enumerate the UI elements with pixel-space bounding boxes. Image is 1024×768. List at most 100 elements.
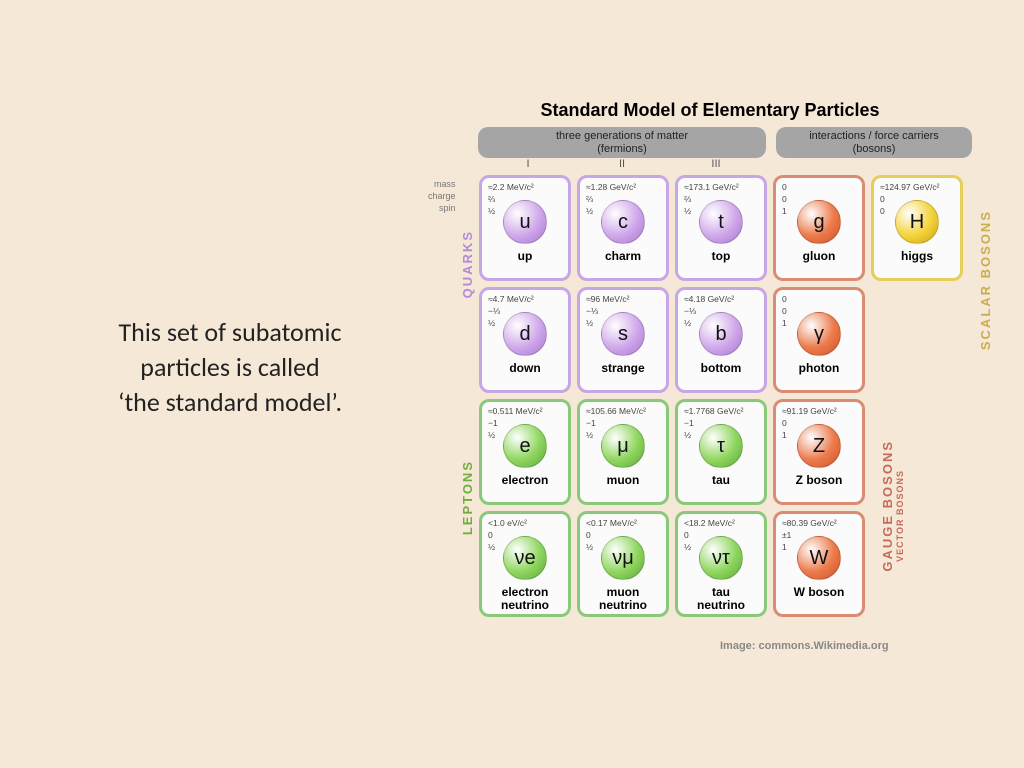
particle-row: ≈0.511 MeV/c²−1½eelectron≈105.66 MeV/c²−…: [476, 396, 990, 508]
particle-symbol: u: [503, 200, 547, 244]
particle-name: Z boson: [796, 474, 843, 487]
particle-mass: ≈1.28 GeV/c²: [586, 182, 662, 192]
particle-mass: ≈4.7 MeV/c²: [488, 294, 564, 304]
particle-mass: ≈4.18 GeV/c²: [684, 294, 760, 304]
particle-symbol: γ: [797, 312, 841, 356]
particle-charge: −1: [684, 418, 694, 428]
particle-mass: ≈91.19 GeV/c²: [782, 406, 858, 416]
particle-symbol: c: [601, 200, 645, 244]
standard-model-chart: Standard Model of Elementary Particles t…: [430, 100, 990, 620]
particle-charge: −1: [488, 418, 498, 428]
particle-charge: 0: [488, 530, 493, 540]
particle-charge: −⅓: [488, 306, 500, 316]
chart-title: Standard Model of Elementary Particles: [430, 100, 990, 121]
label-vector: VECTOR BOSONS: [895, 470, 905, 562]
particle-cell-H: ≈124.97 GeV/c²00Hhiggs: [871, 175, 963, 281]
particle-charge: 0: [684, 530, 689, 540]
particle-mass: ≈105.66 MeV/c²: [586, 406, 662, 416]
particle-symbol: μ: [601, 424, 645, 468]
particle-row: <1.0 eV/c² 0 ½ νe electronneutrino <0.17 MeV/…: [476, 508, 990, 620]
particle-name: W boson: [794, 586, 845, 599]
particle-name: up: [518, 250, 533, 263]
particle-spin: 0: [880, 206, 885, 216]
particle-symbol: g: [797, 200, 841, 244]
particle-name: tau: [712, 474, 730, 487]
particle-cell-vtau: <18.2 MeV/c²0½ντtauneutrino: [675, 511, 767, 617]
particle-charge: −1: [586, 418, 596, 428]
particle-mass: <0.17 MeV/c²: [586, 518, 662, 528]
particle-cell-W: ≈80.39 GeV/c²±11WW boson: [773, 511, 865, 617]
particle-charge: ⅔: [488, 194, 495, 204]
property-labels: mass charge spin: [428, 178, 456, 214]
particle-symbol: W: [797, 536, 841, 580]
particle-cell-t: ≈173.1 GeV/c²⅔½ttop: [675, 175, 767, 281]
header-fermions: three generations of matter (fermions): [478, 127, 766, 158]
particle-charge: 0: [782, 194, 787, 204]
particle-symbol: νe: [503, 536, 547, 580]
particle-symbol: s: [601, 312, 645, 356]
particle-spin: ½: [684, 430, 691, 440]
particle-charge: 0: [880, 194, 885, 204]
particle-cell-tau: ≈1.7768 GeV/c²−1½τtau: [675, 399, 767, 505]
particle-cell-Z: ≈91.19 GeV/c²01ZZ boson: [773, 399, 865, 505]
particle-charge: ⅔: [684, 194, 691, 204]
particle-cell-vmu: <0.17 MeV/c²0½νμmuonneutrino: [577, 511, 669, 617]
particle-cell-c: ≈1.28 GeV/c² ⅔ ½c charm: [577, 175, 669, 281]
particle-name: charm: [605, 250, 641, 263]
particle-mass: <18.2 MeV/c²: [684, 518, 760, 528]
particle-mass: ≈96 MeV/c²: [586, 294, 662, 304]
particle-spin: 1: [782, 542, 787, 552]
particle-cell-e: ≈0.511 MeV/c² −1 ½e electron: [479, 399, 571, 505]
particle-name: strange: [601, 362, 644, 375]
particle-spin: ½: [684, 318, 691, 328]
particle-mass: ≈80.39 GeV/c²: [782, 518, 858, 528]
particle-symbol: τ: [699, 424, 743, 468]
particle-spin: ½: [488, 430, 495, 440]
particle-spin: 1: [782, 206, 787, 216]
particle-mass: ≈173.1 GeV/c²: [684, 182, 760, 192]
generation-row: I II III: [478, 158, 766, 170]
particle-symbol: e: [503, 424, 547, 468]
particle-cell-g: 001ggluon: [773, 175, 865, 281]
particle-spin: ½: [488, 542, 495, 552]
particle-spin: ½: [586, 206, 593, 216]
particle-name: higgs: [901, 250, 933, 263]
particle-symbol: Z: [797, 424, 841, 468]
particle-symbol: t: [699, 200, 743, 244]
particle-symbol: H: [895, 200, 939, 244]
particle-spin: ½: [684, 542, 691, 552]
label-quarks: QUARKS: [460, 230, 475, 298]
particle-name: gluon: [803, 250, 836, 263]
particle-cell-s: ≈96 MeV/c²−⅓½sstrange: [577, 287, 669, 393]
particle-symbol: ντ: [699, 536, 743, 580]
particle-name: down: [509, 362, 540, 375]
particle-spin: 1: [782, 318, 787, 328]
particle-charge: 0: [782, 306, 787, 316]
particle-name: electronneutrino: [501, 586, 549, 611]
particle-spin: ½: [586, 318, 593, 328]
particle-spin: ½: [488, 318, 495, 328]
label-scalar: SCALAR BOSONS: [978, 210, 993, 350]
particle-spin: ½: [586, 430, 593, 440]
particle-name: muon: [607, 474, 640, 487]
particle-name: electron: [502, 474, 549, 487]
caption-line: particles is called: [60, 350, 400, 385]
caption-line: This set of subatomic: [60, 315, 400, 350]
particle-cell-u: ≈2.2 MeV/c² ⅔ ½u up: [479, 175, 571, 281]
particle-mass: ≈0.511 MeV/c²: [488, 406, 564, 416]
particle-mass: <1.0 eV/c²: [488, 518, 564, 528]
particle-charge: 0: [782, 418, 787, 428]
particle-mass: ≈2.2 MeV/c²: [488, 182, 564, 192]
particle-name: photon: [799, 362, 840, 375]
particle-spin: ½: [586, 542, 593, 552]
header-bosons: interactions / force carriers (bosons): [776, 127, 972, 158]
particle-cell-ph: 001γphoton: [773, 287, 865, 393]
particle-symbol: d: [503, 312, 547, 356]
particle-charge: ⅔: [586, 194, 593, 204]
particle-spin: ½: [488, 206, 495, 216]
image-credit: Image: commons.Wikimedia.org: [720, 640, 889, 652]
particle-symbol: b: [699, 312, 743, 356]
particle-grid: ≈2.2 MeV/c²⅔½uup≈1.28 GeV/c²⅔½ccharm≈173…: [476, 172, 990, 620]
particle-cell-ve: <1.0 eV/c² 0 ½ νe electronneutrino: [479, 511, 571, 617]
particle-row: ≈4.7 MeV/c²−⅓½ddown≈96 MeV/c²−⅓½sstrange…: [476, 284, 990, 396]
